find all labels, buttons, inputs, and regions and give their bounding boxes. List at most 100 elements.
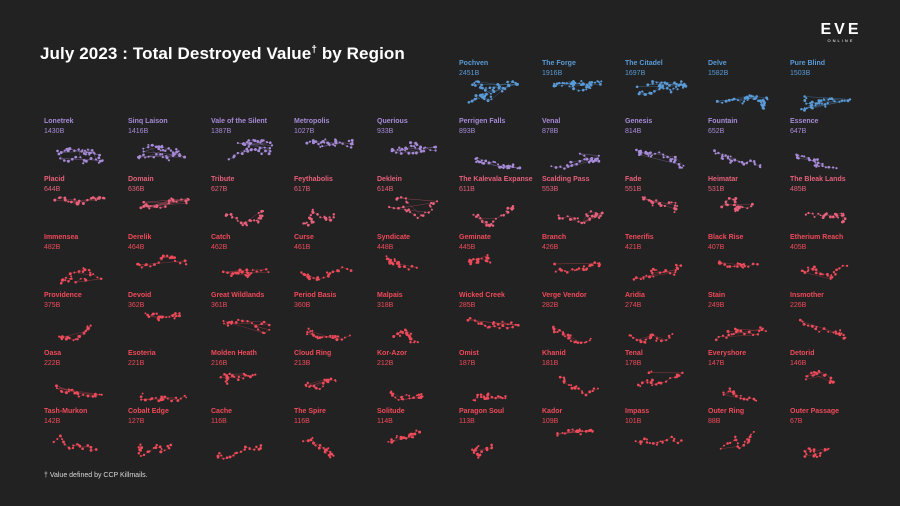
system-dot [186, 197, 189, 200]
system-dot [242, 372, 246, 376]
system-dot [739, 263, 742, 266]
system-dot [469, 260, 472, 264]
system-dot [235, 451, 238, 455]
region-value: 88B [708, 418, 721, 425]
system-dot [476, 213, 480, 217]
system-dot [502, 166, 505, 170]
system-dot [763, 101, 766, 105]
system-dot [572, 80, 575, 83]
system-dot [262, 320, 266, 324]
system-dot [257, 217, 260, 220]
region-name: Outer Passage [790, 408, 840, 415]
system-dot [390, 393, 394, 397]
system-link [242, 320, 265, 323]
system-dot [753, 160, 756, 163]
system-dot [155, 204, 159, 208]
system-dot [845, 264, 849, 268]
system-dot [245, 271, 249, 274]
system-dot [729, 389, 732, 393]
system-dot [563, 378, 566, 381]
system-dot [635, 148, 638, 152]
system-dot [800, 269, 804, 273]
system-dot [516, 82, 519, 86]
system-dot [765, 330, 767, 333]
region-value: 485B [790, 186, 807, 193]
system-dot [804, 378, 807, 381]
system-dot [561, 332, 565, 336]
system-dot [501, 320, 504, 323]
region-fountain: Fountain 652B [708, 118, 788, 174]
system-dot [422, 149, 426, 153]
system-link [804, 272, 831, 280]
system-dot [673, 204, 677, 207]
system-dot [63, 443, 66, 446]
system-dot [309, 438, 313, 442]
system-dot [260, 209, 264, 213]
system-link [478, 81, 499, 85]
region-value: 187B [459, 360, 476, 367]
system-dot [846, 99, 850, 103]
system-dot [183, 259, 187, 263]
region-map-the-bleak-lands [804, 211, 847, 224]
system-dot [596, 157, 599, 160]
system-dot [721, 101, 724, 104]
system-dot [638, 91, 641, 93]
system-dot [404, 149, 407, 152]
system-dot [842, 212, 845, 215]
region-value: 222B [44, 360, 61, 367]
system-dot [171, 154, 175, 157]
region-value: 116B [211, 418, 227, 425]
system-dot [233, 375, 236, 378]
system-dot [717, 335, 720, 339]
system-dot [252, 138, 255, 142]
system-dot [151, 312, 155, 316]
system-dot [576, 217, 579, 220]
system-link [579, 153, 599, 157]
region-the-citadel: The Citadel 1697B [625, 60, 705, 116]
system-dot [142, 150, 145, 153]
region-insmother: Insmother 226B [790, 292, 870, 348]
system-dot [655, 81, 658, 84]
system-dot [314, 336, 317, 338]
system-dot [759, 326, 762, 329]
system-link [56, 385, 78, 394]
system-dot [593, 159, 596, 162]
system-dot [715, 99, 719, 103]
system-dot [656, 337, 659, 340]
system-dot [502, 213, 505, 217]
region-value: 814B [625, 128, 642, 135]
system-dot [230, 374, 234, 378]
system-dot [246, 149, 250, 153]
system-dot [77, 270, 81, 273]
system-dot [63, 198, 67, 202]
system-dot [84, 153, 87, 156]
system-dot [74, 338, 77, 341]
system-dot [732, 333, 735, 336]
system-dot [393, 259, 396, 263]
system-dot [263, 332, 266, 335]
system-dot [739, 394, 742, 397]
system-dot [567, 428, 570, 432]
system-dot [727, 197, 731, 200]
system-dot [142, 153, 145, 157]
system-dot [416, 394, 418, 397]
system-dot [302, 440, 305, 443]
system-dot [838, 267, 841, 270]
system-dot [578, 428, 581, 431]
region-outer-ring: Outer Ring 88B [708, 408, 788, 464]
system-dot [739, 205, 742, 208]
region-map-scalding-pass [557, 210, 604, 225]
system-dot [635, 85, 639, 89]
system-dot [395, 261, 399, 265]
system-dot [147, 204, 150, 208]
system-dot [324, 138, 327, 141]
system-dot [234, 321, 238, 324]
system-dot [61, 335, 64, 338]
system-link [797, 157, 815, 162]
system-dot [327, 447, 330, 450]
system-dot [232, 454, 235, 457]
system-dot [66, 159, 70, 163]
region-map-detorid [804, 369, 835, 385]
system-dot [309, 330, 312, 333]
region-value: 274B [625, 302, 642, 309]
